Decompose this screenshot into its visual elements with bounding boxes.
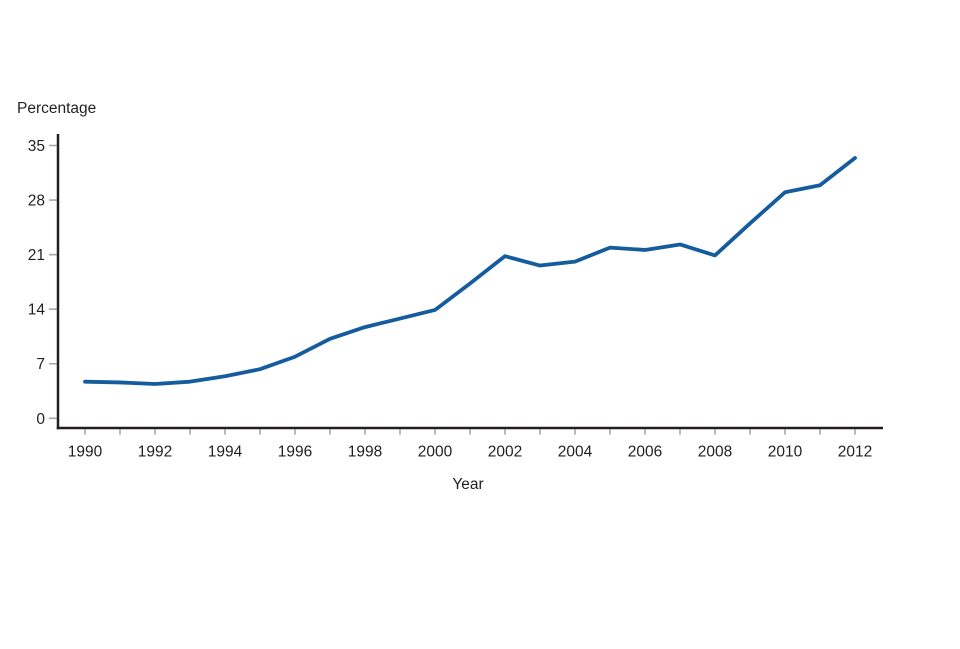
y-axis-title: Percentage (17, 100, 96, 117)
x-tick-label: 2008 (698, 444, 732, 461)
x-tick-label: 2000 (418, 444, 453, 461)
axis-ticks (49, 144, 856, 435)
axes (56, 134, 883, 430)
x-tick-label: 2012 (838, 444, 872, 461)
y-tick-label: 28 (28, 193, 45, 210)
y-tick-label: 7 (36, 356, 45, 373)
data-series (83, 156, 857, 386)
x-tick-label: 1992 (138, 444, 172, 461)
x-tick-label: 2006 (628, 444, 662, 461)
x-tick-label: 2002 (488, 444, 522, 461)
y-tick-label: 21 (28, 247, 45, 264)
x-tick-label: 2010 (768, 444, 803, 461)
x-tick-label: 2004 (558, 444, 593, 461)
x-tick-label: 1998 (348, 444, 382, 461)
x-tick-label: 1996 (278, 444, 312, 461)
y-tick-label: 14 (28, 302, 46, 319)
x-tick-label: 1994 (208, 444, 243, 461)
tick-labels: 0 7 14 21 28 35 1990 1992 1994 1996 1998 2000 2002 20… (28, 138, 872, 460)
x-axis-title: Year (452, 476, 483, 493)
data-line (83, 156, 857, 386)
x-tick-label: 1990 (68, 444, 103, 461)
y-tick-label: 35 (28, 138, 45, 155)
y-tick-label: 0 (36, 411, 45, 428)
